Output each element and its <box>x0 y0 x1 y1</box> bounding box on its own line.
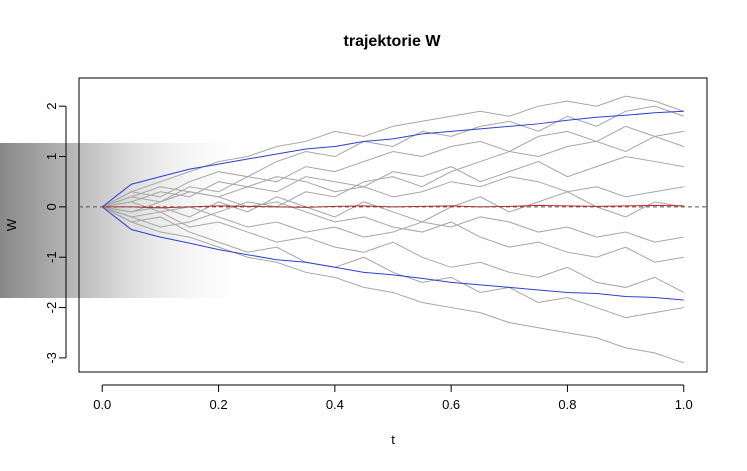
x-tick-label: 0.8 <box>558 397 576 412</box>
trajectory <box>102 105 684 208</box>
trajectory <box>102 201 684 243</box>
render-artifact <box>0 143 260 298</box>
y-tick-label: -3 <box>44 352 59 364</box>
trajectory <box>102 156 684 208</box>
trajectory <box>101 110 684 208</box>
trajectory <box>102 206 684 319</box>
y-tick-label: -2 <box>44 302 59 314</box>
y-tick-label: 1 <box>44 153 59 160</box>
y-axis-label: W <box>4 218 19 231</box>
x-tick-label: 0.0 <box>93 397 111 412</box>
trajectory <box>102 191 684 223</box>
trajectory <box>102 206 684 364</box>
trajectory <box>102 176 684 213</box>
y-tick-label: 2 <box>44 103 59 110</box>
y-tick-label: -1 <box>44 251 59 263</box>
x-tick-label: 0.4 <box>326 397 344 412</box>
x-tick-label: 0.2 <box>210 397 228 412</box>
plot-box <box>78 77 708 373</box>
trajectory <box>101 206 684 301</box>
x-tick-label: 1.0 <box>675 397 693 412</box>
x-tick-label: 0.6 <box>442 397 460 412</box>
trajectory <box>102 95 684 208</box>
trajectory <box>102 135 684 228</box>
trajectory <box>102 206 684 293</box>
trajectory <box>102 125 684 208</box>
x-axis-label: t <box>391 432 395 447</box>
y-tick-label: 0 <box>44 203 59 210</box>
chart-title: trajektorie W <box>344 33 442 50</box>
